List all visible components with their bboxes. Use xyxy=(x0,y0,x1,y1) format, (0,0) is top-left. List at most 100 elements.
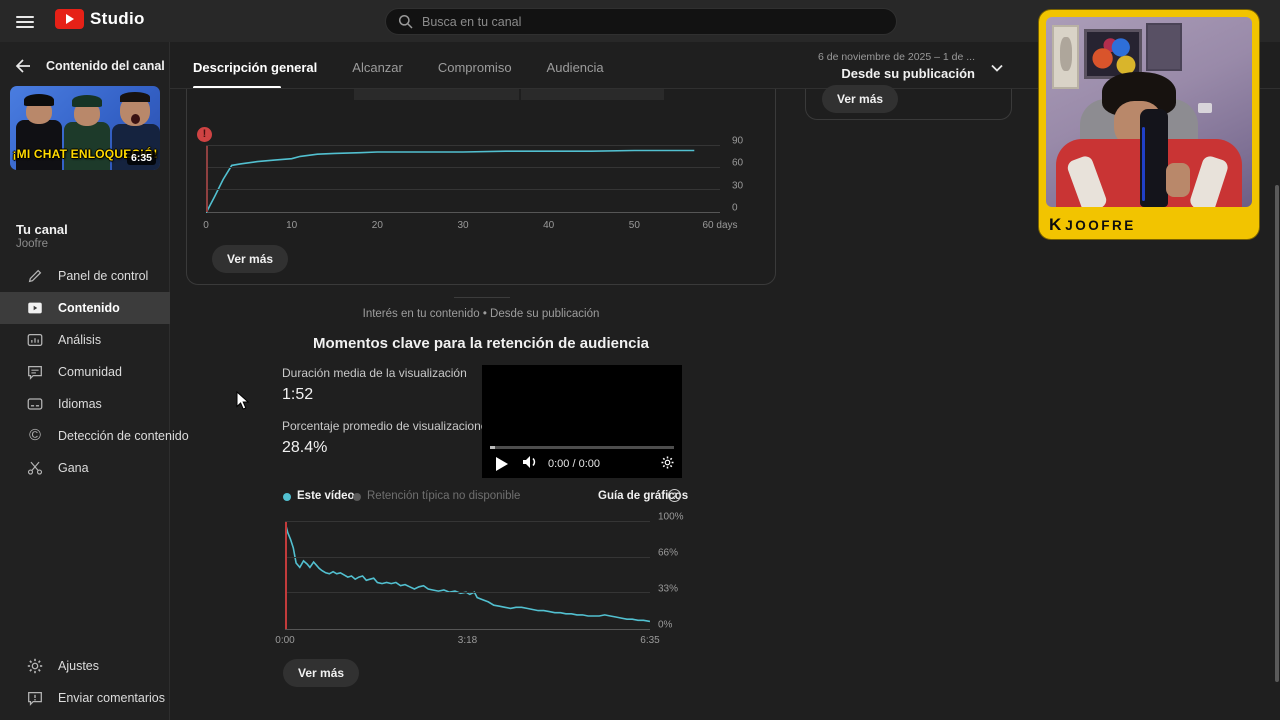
volume-icon[interactable] xyxy=(522,455,539,469)
thumb-person-middle xyxy=(64,122,110,170)
y-tick-label: 60 xyxy=(732,157,744,169)
legend-dot-typical xyxy=(353,493,361,501)
x-tick-label: 30 xyxy=(457,220,469,231)
playhead-marker xyxy=(285,522,287,629)
hamburger-menu-icon[interactable] xyxy=(16,13,34,29)
views-chart-plot xyxy=(206,145,720,213)
sidebar-item-comunidad[interactable]: Comunidad xyxy=(0,356,170,388)
sidebar-item-idiomas[interactable]: Idiomas xyxy=(0,388,170,420)
video-player[interactable]: 0:00 / 0:00 xyxy=(482,365,682,478)
search-input[interactable] xyxy=(422,14,884,29)
x-tick-label: 60 days xyxy=(702,220,738,231)
sidebar-back-title: Contenido del canal xyxy=(46,59,165,73)
gridline xyxy=(206,167,720,168)
copyright-icon: © xyxy=(29,427,41,444)
scrollbar-thumb[interactable] xyxy=(1275,185,1279,682)
x-tick-label: 20 xyxy=(371,220,383,231)
play-icon[interactable] xyxy=(496,457,510,471)
x-tick-label: 3:18 xyxy=(457,635,478,646)
x-tick-label: 10 xyxy=(286,220,298,231)
legend-label-this-video: Este vídeo xyxy=(297,490,355,502)
search-bar[interactable] xyxy=(385,8,897,35)
playhead-marker xyxy=(206,146,208,212)
y-tick-label: 0% xyxy=(658,619,673,631)
see-more-button[interactable]: Ver más xyxy=(822,85,899,113)
metric-value-avg-duration: 1:52 xyxy=(282,386,314,403)
channel-name: Joofre xyxy=(16,238,48,250)
back-arrow-icon[interactable] xyxy=(14,56,32,76)
metric-label-avg-duration: Duración media de la visualización xyxy=(282,366,467,380)
youtube-studio-logo[interactable]: Studio xyxy=(55,9,145,29)
sidebar-item-analisis[interactable]: Análisis xyxy=(0,324,170,356)
active-tab-underline xyxy=(193,86,281,89)
date-range-text: 6 de noviembre de 2025 – 1 de ... xyxy=(817,51,975,63)
x-tick-label: 50 xyxy=(628,220,640,231)
facecam-watermark: K JOOFRE xyxy=(1049,215,1136,234)
sidebar-item-deteccion-de-contenido[interactable]: © Detección de contenido xyxy=(0,420,189,452)
help-question-icon[interactable]: ? xyxy=(668,489,681,502)
x-tick-label: 40 xyxy=(543,220,555,231)
sidebar-item-enviar-comentarios[interactable]: Enviar comentarios xyxy=(0,682,170,714)
scissors-icon xyxy=(25,458,45,478)
sidebar-item-contenido[interactable]: Contenido xyxy=(0,292,170,324)
tab-descripcion-general[interactable]: Descripción general xyxy=(193,60,317,87)
player-time-display: 0:00 / 0:00 xyxy=(548,458,600,470)
y-tick-label: 100% xyxy=(658,511,684,523)
y-tick-label: 66% xyxy=(658,547,679,559)
views-chart-card: ! 0 30 60 90 0 10 20 30 40 50 60 days Ver más xyxy=(186,89,776,285)
content-icon xyxy=(25,298,45,318)
gridline xyxy=(206,189,720,190)
see-more-button[interactable]: Ver más xyxy=(212,245,289,273)
youtube-play-icon xyxy=(55,9,84,29)
player-progress-played xyxy=(490,446,495,449)
see-more-button[interactable]: Ver más xyxy=(283,659,360,687)
views-chart-y-axis: 0 30 60 90 xyxy=(732,136,766,214)
bottle xyxy=(1140,109,1168,207)
gridline xyxy=(285,521,650,522)
views-chart-x-axis: 0 10 20 30 40 50 60 days xyxy=(203,220,737,232)
y-tick-label: 0 xyxy=(732,202,738,214)
sidebar-item-gana[interactable]: Gana xyxy=(0,452,170,484)
alert-icon: ! xyxy=(197,127,212,142)
date-range-mode: Desde su publicación xyxy=(841,66,975,81)
legend-label-typical: Retención típica no disponible xyxy=(367,490,521,502)
gridline xyxy=(206,145,720,146)
date-range-selector[interactable]: 6 de noviembre de 2025 – 1 de ... Desde … xyxy=(818,51,975,81)
chart-guide-link[interactable]: Guía de gráficos xyxy=(598,490,689,502)
sidebar-item-panel-de-control[interactable]: Panel de control xyxy=(0,260,170,292)
wall-picture-sketch xyxy=(1052,25,1079,89)
thumb-shocked-mouth xyxy=(131,114,140,124)
sidebar-item-ajustes[interactable]: Ajustes xyxy=(0,650,170,682)
tab-audiencia[interactable]: Audiencia xyxy=(547,60,604,87)
analytics-icon xyxy=(25,330,45,350)
brand-label: Studio xyxy=(90,9,145,28)
tab-compromiso[interactable]: Compromiso xyxy=(438,60,512,87)
channel-label: Tu canal xyxy=(16,222,68,237)
player-progress-bar[interactable] xyxy=(490,446,674,449)
thumbnail-title-overlay: ¡MI CHAT ENLOQUECIÓ! xyxy=(12,147,158,161)
summary-card: Ver más xyxy=(805,85,1012,120)
player-settings-icon[interactable] xyxy=(660,455,675,470)
thumb-person-left xyxy=(16,120,62,170)
tab-alcanzar[interactable]: Alcanzar xyxy=(352,60,403,87)
video-duration-badge: 6:35 xyxy=(126,151,156,165)
retention-chart-plot xyxy=(285,521,650,630)
video-thumbnail[interactable]: ¡MI CHAT ENLOQUECIÓ! 6:35 xyxy=(10,86,160,170)
chevron-down-icon[interactable] xyxy=(989,60,1005,76)
feedback-icon xyxy=(25,688,45,708)
tabs-divider xyxy=(170,88,1280,89)
wall-outlet xyxy=(1198,103,1212,113)
gear-icon xyxy=(25,656,45,676)
pencil-icon xyxy=(25,266,45,286)
facecam-video xyxy=(1046,17,1252,207)
sidebar: Contenido del canal ¡MI CHAT ENLOQUECIÓ!… xyxy=(0,42,189,720)
community-icon xyxy=(25,362,45,382)
facecam-overlay: K JOOFRE xyxy=(1039,10,1259,239)
metric-value-avg-percentage: 28.4% xyxy=(282,439,328,456)
analytics-tabs: Descripción general Alcanzar Compromiso … xyxy=(193,60,604,87)
metric-label-avg-percentage: Porcentaje promedio de visualizaciones xyxy=(282,419,494,433)
x-tick-label: 0 xyxy=(203,220,209,231)
y-tick-label: 90 xyxy=(732,135,744,147)
retention-chart-y-axis: 0% 33% 66% 100% xyxy=(658,512,698,631)
